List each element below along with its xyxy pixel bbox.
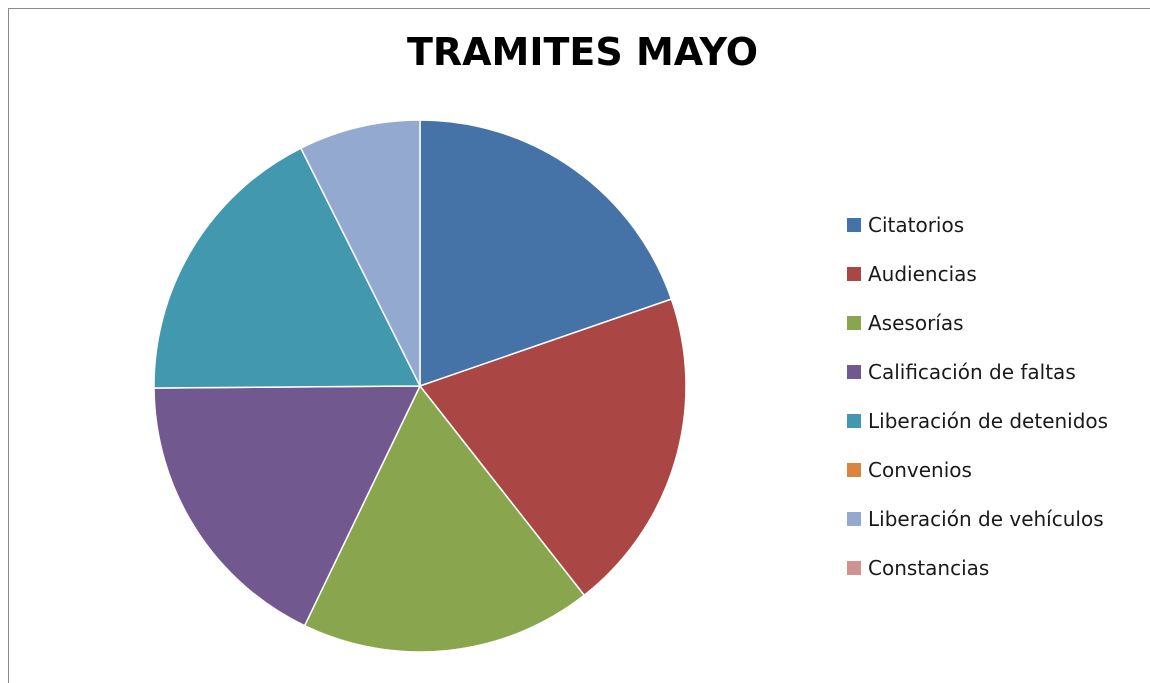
legend-swatch — [847, 560, 861, 575]
pie-slice-asesorias — [303, 384, 586, 653]
pie-slice-citatorios — [419, 119, 673, 388]
legend-label: Convenios — [868, 457, 972, 482]
legend-label: Calificación de faltas — [868, 359, 1076, 384]
legend-swatch — [847, 462, 861, 477]
chart-legend: Citatorios Audiencias Asesorías Calificació… — [847, 200, 1108, 592]
legend-label: Liberación de vehículos — [868, 506, 1104, 531]
legend-swatch — [847, 315, 861, 330]
legend-item: Citatorios — [847, 200, 1108, 249]
pie-slice-liberacion-de-detenidos — [153, 147, 422, 389]
pie-slice-liberacion-de-vehiculos — [299, 119, 421, 387]
legend-item: Constancias — [847, 543, 1108, 592]
legend-swatch — [847, 364, 861, 379]
legend-item: Liberación de detenidos — [847, 396, 1108, 445]
legend-item: Calificación de faltas — [847, 347, 1108, 396]
legend-item: Audiencias — [847, 249, 1108, 298]
legend-item: Convenios — [847, 445, 1108, 494]
chart-title: TRAMITES MAYO — [406, 30, 759, 74]
pie-slice-audiencias — [418, 298, 687, 597]
legend-label: Audiencias — [868, 261, 977, 286]
legend-item: Liberación de vehículos — [847, 494, 1108, 543]
pie-slice-calificacion-de-faltas — [153, 385, 422, 627]
pie-slices — [153, 119, 687, 653]
legend-label: Liberación de detenidos — [868, 408, 1109, 433]
legend-item: Asesorías — [847, 298, 1108, 347]
legend-label: Constancias — [868, 555, 990, 580]
legend-label: Citatorios — [868, 212, 965, 237]
legend-swatch — [847, 266, 861, 281]
legend-swatch — [847, 217, 861, 232]
legend-swatch — [847, 511, 861, 526]
legend-swatch — [847, 413, 861, 428]
legend-label: Asesorías — [868, 310, 964, 335]
